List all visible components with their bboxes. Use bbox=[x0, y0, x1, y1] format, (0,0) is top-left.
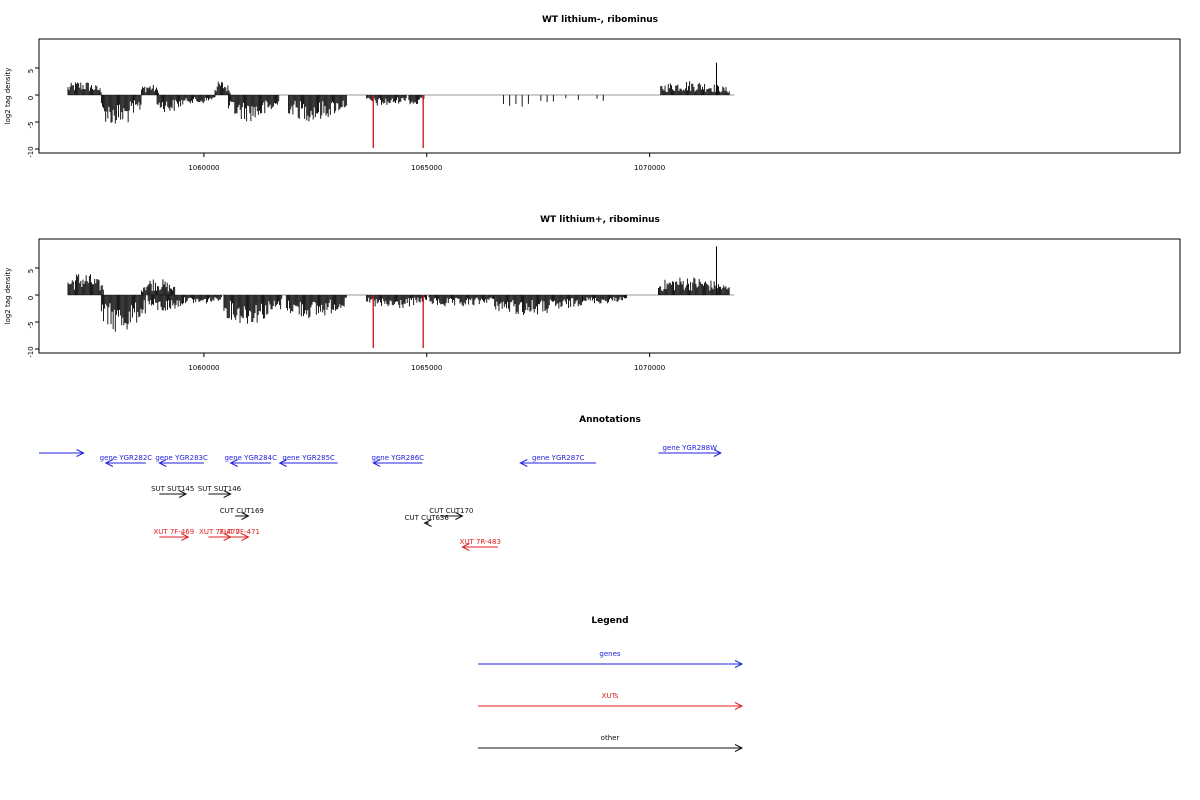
legend-label: other bbox=[601, 734, 620, 742]
feature-label: CUT CUT636 bbox=[405, 514, 450, 522]
y-tick-label: -5 bbox=[27, 322, 35, 329]
legend-arrow-head bbox=[734, 660, 744, 668]
feature-label: SUT SUT145 bbox=[151, 485, 194, 493]
feature-arrow-head bbox=[223, 533, 232, 541]
feature-label: CUT CUT170 bbox=[429, 507, 473, 515]
legend-label: XUTs bbox=[602, 692, 619, 700]
legend-arrow-head bbox=[734, 702, 744, 710]
feature-label: gene YGR288W bbox=[662, 444, 717, 452]
feature-label: gene YGR283C bbox=[155, 454, 208, 462]
feature-label: XUT 7F-471 bbox=[219, 528, 260, 536]
feature-arrow-head bbox=[229, 459, 238, 467]
x-tick-label: 1070000 bbox=[634, 364, 665, 372]
feature-label: XUT 7F-470 bbox=[199, 528, 240, 536]
feature-arrow-head bbox=[178, 490, 188, 498]
feature-arrow-head bbox=[104, 459, 114, 467]
chart-title: WT lithium+, ribominus bbox=[540, 215, 660, 225]
plot-frame bbox=[38, 238, 1181, 354]
feature-arrow-head bbox=[455, 512, 464, 520]
feature-label: gene YGR285C bbox=[282, 454, 335, 462]
feature-label: gene YGR282C bbox=[100, 454, 153, 462]
feature-arrow-head bbox=[461, 543, 470, 551]
feature-arrow-head bbox=[519, 459, 528, 467]
legend-title: Legend bbox=[591, 616, 628, 626]
y-tick-label: -5 bbox=[27, 122, 35, 129]
y-axis-label: log2 tag density bbox=[4, 68, 12, 125]
y-tick-label: 5 bbox=[27, 269, 35, 273]
x-tick-label: 1065000 bbox=[411, 364, 442, 372]
feature-label: SUT SUT146 bbox=[198, 485, 242, 493]
y-axis-label: log2 tag density bbox=[4, 268, 12, 325]
feature-arrow-head bbox=[713, 449, 723, 457]
plot-frame bbox=[38, 38, 1181, 154]
x-tick-label: 1065000 bbox=[411, 164, 442, 172]
feature-arrow-head bbox=[181, 533, 190, 541]
y-tick-label: -10 bbox=[27, 146, 35, 157]
annotations-title: Annotations bbox=[579, 415, 641, 425]
feature-label: XUT 7F-469 bbox=[153, 528, 194, 536]
feature-arrow-head bbox=[241, 512, 250, 520]
feature-arrow-head bbox=[372, 459, 381, 467]
legend-arrow-head bbox=[734, 744, 744, 752]
feature-arrow-head bbox=[278, 459, 287, 467]
chart-title: WT lithium-, ribominus bbox=[542, 15, 658, 25]
feature-arrow-head bbox=[158, 459, 167, 467]
feature-arrow-head bbox=[241, 533, 250, 541]
feature-arrow-head bbox=[423, 519, 432, 527]
feature-arrow-head bbox=[76, 449, 85, 457]
feature-arrow-head bbox=[223, 490, 232, 498]
feature-label: gene YGR287C bbox=[532, 454, 585, 462]
y-tick-label: 5 bbox=[27, 69, 35, 73]
feature-label: CUT CUT169 bbox=[220, 507, 264, 515]
feature-label: gene YGR286C bbox=[372, 454, 425, 462]
y-tick-label: -10 bbox=[27, 346, 35, 357]
x-tick-label: 1070000 bbox=[634, 164, 665, 172]
y-tick-label: 0 bbox=[27, 296, 35, 300]
feature-label: gene YGR284C bbox=[224, 454, 277, 462]
y-tick-label: 0 bbox=[27, 96, 35, 100]
legend-label: genes bbox=[599, 650, 620, 658]
x-tick-label: 1060000 bbox=[188, 364, 219, 372]
x-tick-label: 1060000 bbox=[188, 164, 219, 172]
feature-label: XUT 7R-483 bbox=[460, 538, 501, 546]
